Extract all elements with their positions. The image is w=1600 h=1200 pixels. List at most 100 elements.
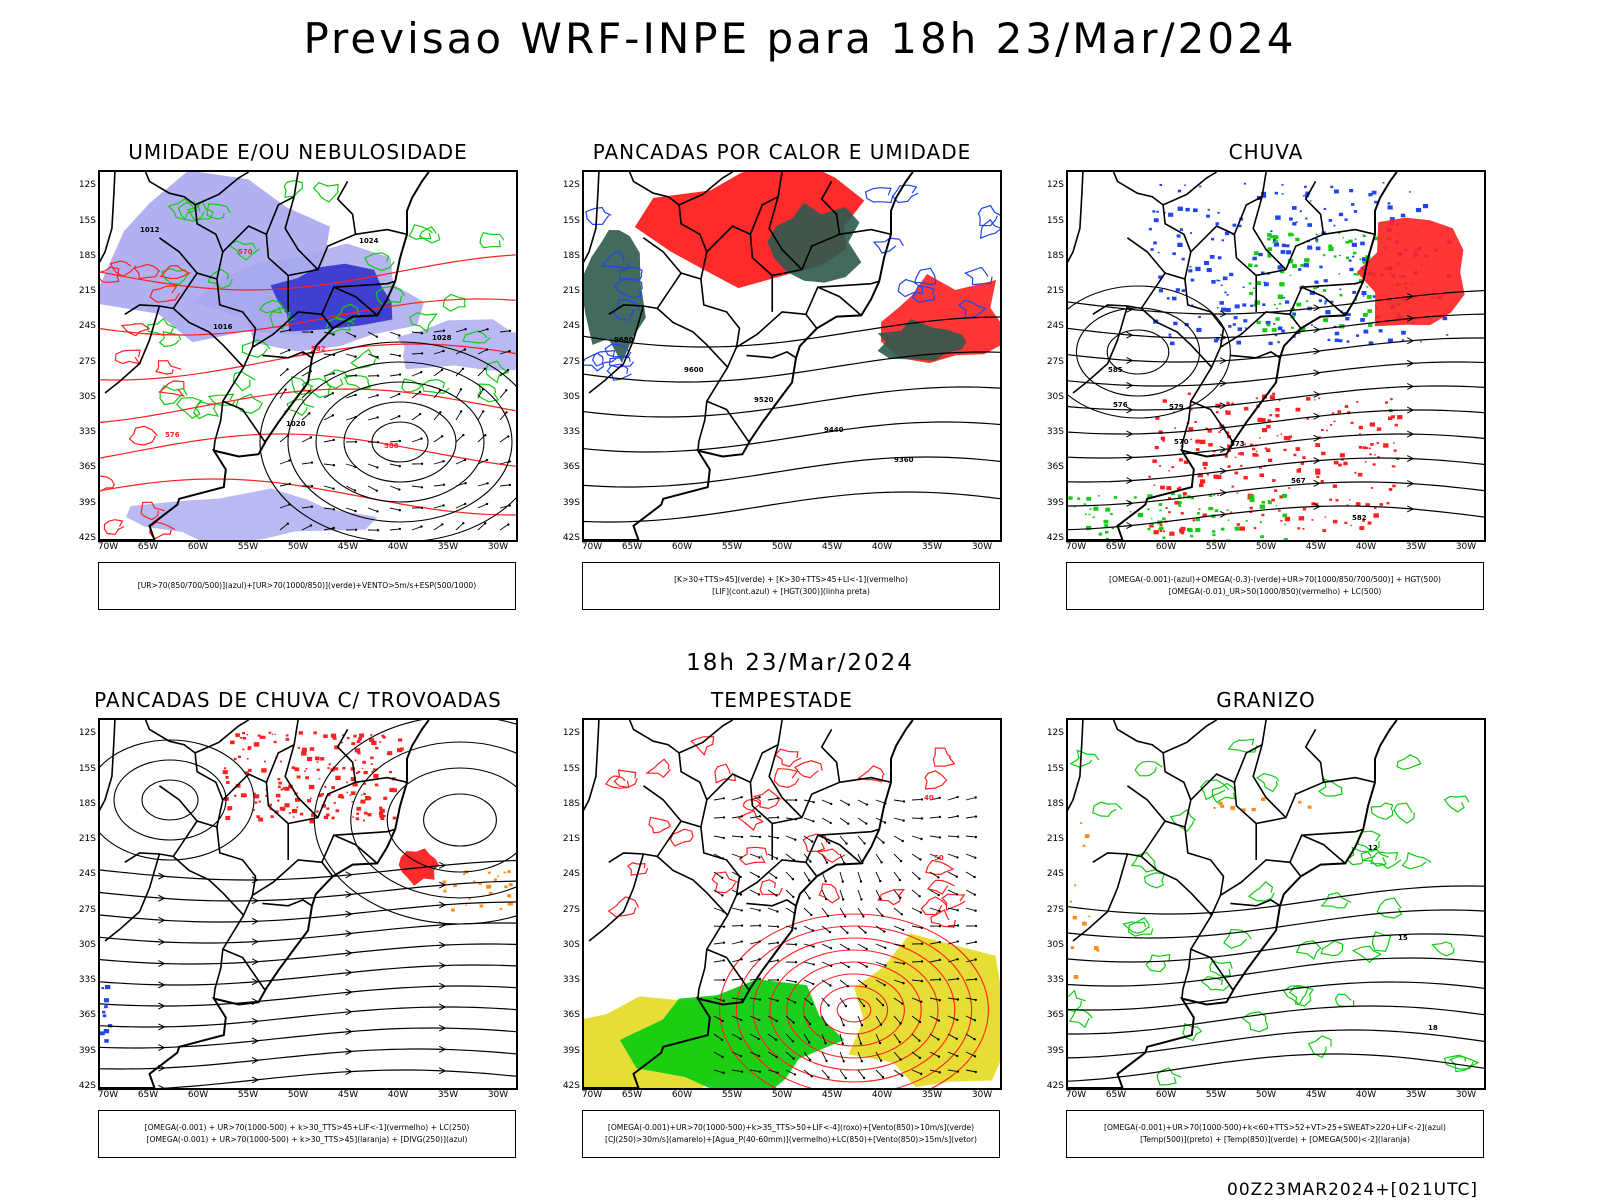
political-border	[608, 720, 708, 863]
omega500-orange	[1069, 822, 1100, 979]
streamline-arrow	[1126, 522, 1134, 530]
political-border	[284, 196, 319, 271]
temp850-green	[1209, 959, 1233, 977]
political-border	[1072, 853, 1129, 942]
lat-tick-label: 42S	[1046, 1081, 1064, 1091]
streamline-arrow	[438, 1067, 447, 1075]
streamline-arrow	[438, 982, 447, 990]
thickness-line-dashed	[100, 433, 516, 467]
lifted-index-contour	[963, 266, 993, 286]
hgt500-contour	[1068, 285, 1231, 419]
hgt500-contour	[1068, 433, 1484, 459]
lon-tick-label: 50W	[771, 1090, 793, 1100]
humidity-contour-green	[207, 393, 236, 406]
lon-tick-label: 65W	[1105, 1090, 1127, 1100]
contour-label: 15	[1398, 934, 1408, 942]
thickness-contour-red	[100, 475, 116, 493]
political-border	[1181, 914, 1213, 999]
political-border	[1301, 280, 1364, 288]
temp850-green	[1393, 802, 1415, 824]
political-border	[1323, 776, 1376, 784]
coastline	[1068, 172, 1398, 540]
lon-tick-label: 70W	[581, 542, 603, 552]
thickness-contour-red	[155, 360, 182, 375]
main-title: Previsao WRF-INPE para 18h 23/Mar/2024	[303, 14, 1297, 63]
latitude-axis: 12S 15S 18S 21S 24S 27S 30S 33S 36S 39S 42S	[64, 718, 98, 1091]
lon-tick-label: 65W	[137, 1090, 159, 1100]
streamline-arrow	[158, 916, 166, 924]
convective-area-teal	[877, 319, 967, 361]
political-border	[1140, 278, 1225, 369]
humidity-contour-green	[167, 198, 198, 221]
jet-yellow-area	[848, 933, 1000, 1087]
precip-water-red	[613, 769, 638, 788]
lon-tick-label: 35W	[437, 1090, 459, 1100]
longitude-axis: 70W 65W 60W 55W 50W 45W 40W 35W 30W	[98, 1090, 518, 1104]
streamline-arrow	[438, 901, 447, 909]
streamline-arrow	[158, 1002, 166, 1010]
temp850-green	[1256, 772, 1280, 793]
lifted-index-contour	[591, 350, 619, 367]
political-border	[1162, 172, 1218, 206]
temp500-contour	[1068, 1005, 1484, 1035]
humidity-contour-green	[283, 179, 303, 198]
lon-tick-label: 65W	[621, 542, 643, 552]
streamline-arrow	[1313, 412, 1321, 420]
lat-tick-label: 12S	[562, 728, 580, 739]
streamline-arrow	[1126, 305, 1134, 313]
temp850-green	[1068, 1009, 1093, 1029]
political-border	[321, 834, 378, 865]
legend-box: [OMEGA(-0.001)-(azul)+OMEGA(-0.3)-(verde…	[1066, 562, 1484, 610]
lat-tick-label: 36S	[1046, 462, 1064, 473]
thickness-contour-red	[157, 380, 186, 397]
precip-water-red	[815, 848, 846, 863]
lat-tick-label: 30S	[78, 939, 96, 950]
political-border	[1301, 828, 1364, 836]
political-border	[736, 311, 818, 348]
political-border	[1068, 720, 1084, 810]
streamline-arrow	[1313, 326, 1321, 334]
political-border	[252, 859, 334, 896]
humidity-contour-green	[477, 383, 500, 403]
streamline-arrow	[251, 1076, 260, 1084]
lon-tick-label: 40W	[1355, 1090, 1377, 1100]
precip-water-red	[925, 859, 955, 876]
contour-label: 582	[1352, 514, 1367, 522]
lon-tick-label: 55W	[237, 542, 259, 552]
hgt300-contour	[584, 351, 1000, 383]
humidity-contour-green	[206, 203, 231, 220]
rain-green-speckles	[1068, 492, 1288, 540]
humidity-contour-green	[323, 369, 348, 389]
temp850-green	[1345, 846, 1376, 866]
temp850-green	[1200, 975, 1230, 991]
streamline-arrow	[345, 988, 353, 996]
lat-tick-label: 24S	[562, 869, 580, 880]
contour-label: 1024	[359, 237, 379, 245]
streamline-arrow	[438, 921, 447, 929]
wind-vectors-850	[713, 795, 978, 1080]
humidity-contour-green	[418, 226, 441, 244]
map-panel-1: UMIDADE E/OU NEBULOSIDADE 12S 15S 18S 21S 24S…	[58, 140, 538, 610]
political-border	[1252, 744, 1287, 819]
streamline-circulation	[113, 759, 227, 841]
pressure-isobar	[259, 341, 516, 540]
political-border	[355, 228, 408, 236]
streamline-arrow	[251, 897, 260, 905]
hgt500-contour	[1068, 313, 1484, 339]
streamline-arrow	[1126, 331, 1134, 339]
streamline-arrow	[438, 1045, 447, 1053]
political-border	[262, 899, 313, 907]
lat-tick-label: 30S	[1046, 391, 1064, 402]
thickness-contour-red	[109, 260, 137, 278]
coastline	[584, 172, 914, 540]
contour-label: 1020	[286, 420, 306, 428]
lc850-red-contour	[819, 985, 889, 1035]
political-border	[706, 225, 773, 312]
temp850-green	[1069, 749, 1100, 768]
humidity-contour-green	[325, 317, 356, 334]
humidity-contour-green	[364, 252, 395, 272]
political-border	[222, 225, 289, 312]
lon-tick-label: 40W	[387, 542, 409, 552]
temp850-green	[1320, 892, 1352, 909]
streamline	[100, 1006, 516, 1028]
